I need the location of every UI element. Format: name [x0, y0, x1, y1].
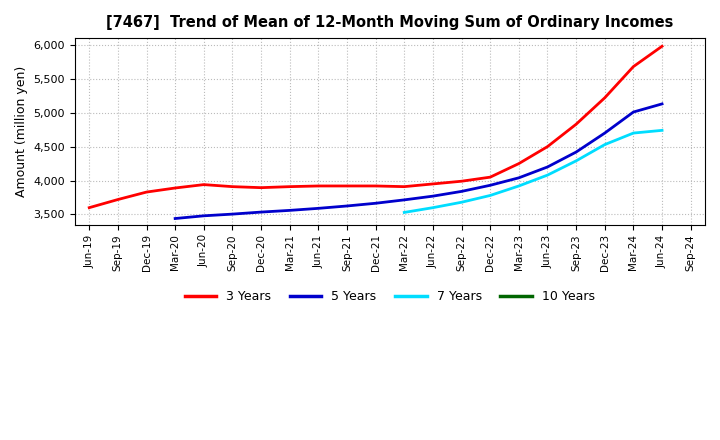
Title: [7467]  Trend of Mean of 12-Month Moving Sum of Ordinary Incomes: [7467] Trend of Mean of 12-Month Moving …: [107, 15, 674, 30]
Y-axis label: Amount (million yen): Amount (million yen): [15, 66, 28, 197]
Legend: 3 Years, 5 Years, 7 Years, 10 Years: 3 Years, 5 Years, 7 Years, 10 Years: [180, 285, 600, 308]
